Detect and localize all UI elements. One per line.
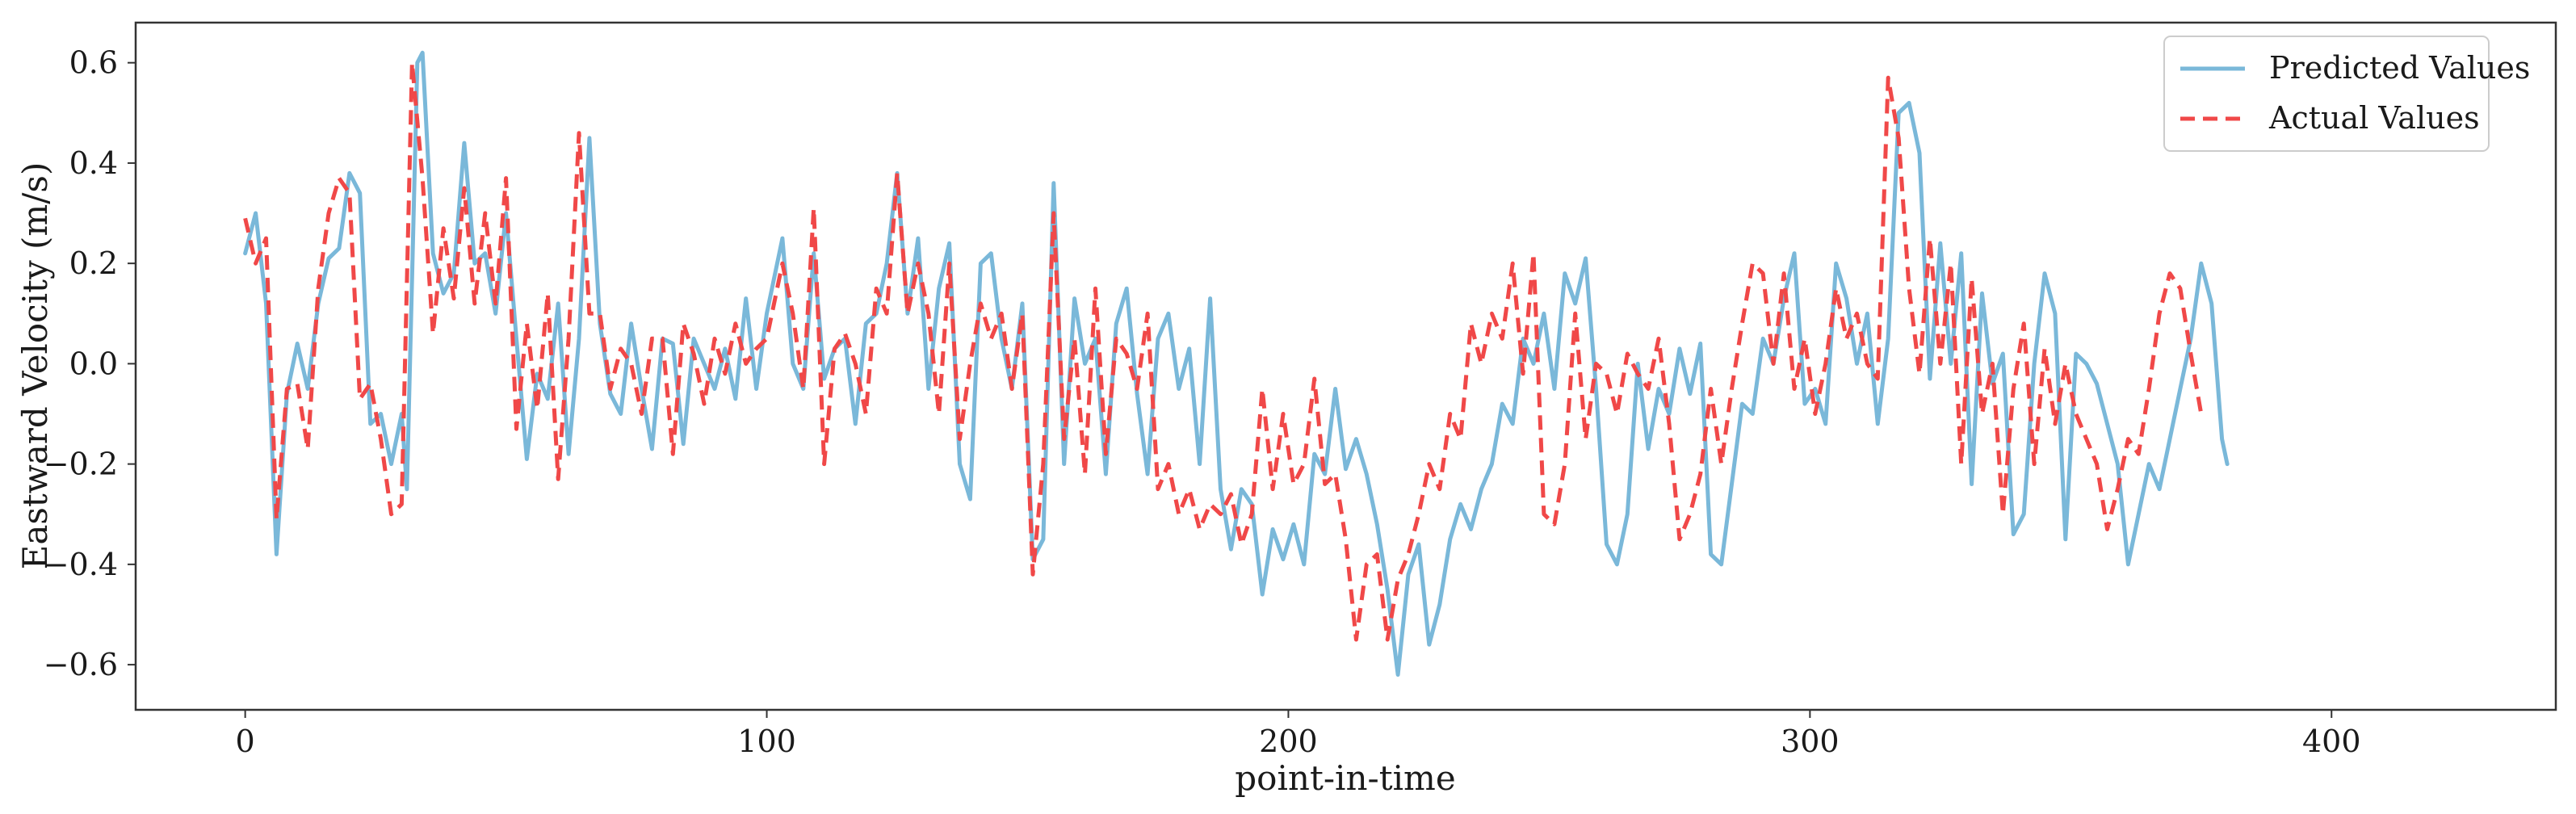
- y-tick-label: 0.2: [69, 245, 118, 281]
- legend-label-actual: Actual Values: [2268, 100, 2480, 136]
- y-tick-label: 0.0: [69, 346, 118, 381]
- x-tick-label: 400: [2302, 724, 2361, 759]
- x-tick-label: 300: [1781, 724, 1840, 759]
- x-tick-label: 0: [236, 724, 255, 759]
- x-axis-label: point-in-time: [1235, 758, 1455, 798]
- y-tick-label: −0.4: [44, 547, 118, 582]
- series-line-predicted: [243, 50, 2230, 677]
- x-tick-label: 100: [737, 724, 796, 759]
- y-tick-label: 0.6: [69, 45, 118, 81]
- y-tick-label: −0.2: [44, 447, 118, 482]
- y-tick-label: 0.4: [69, 145, 118, 181]
- legend-box: [2163, 36, 2490, 152]
- legend-label-predicted: Predicted Values: [2269, 50, 2530, 86]
- y-axis-label: Eastward Velocity (m/s): [15, 162, 55, 570]
- ticks-layer: 0 100 200 300 400 −0.6 −0.4 −0.2 0.0 0.2 0.4 0.6: [44, 45, 2361, 759]
- y-tick-label: −0.6: [44, 647, 118, 682]
- legend: Predicted Values Actual Values: [2163, 36, 2530, 152]
- x-tick-label: 200: [1259, 724, 1318, 759]
- plot-frame: [134, 21, 2557, 711]
- series-line-actual: [243, 61, 2204, 642]
- series-layer: [243, 50, 2230, 677]
